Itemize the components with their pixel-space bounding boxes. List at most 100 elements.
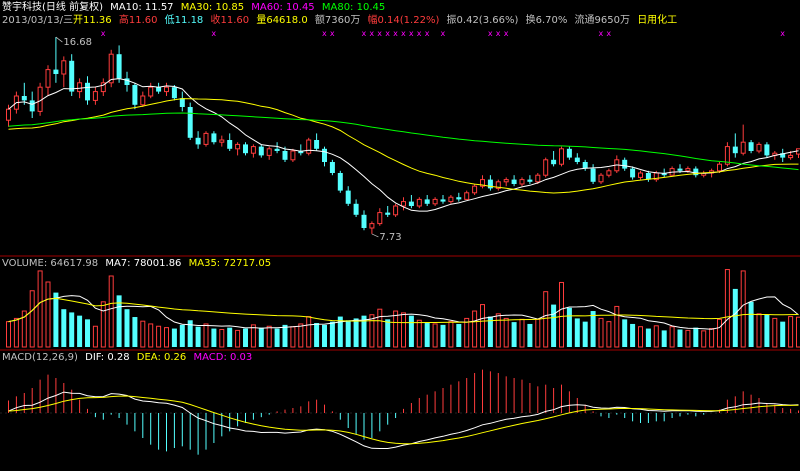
event-marker: x [599, 29, 604, 38]
candle-body [590, 168, 596, 182]
candle-body [77, 82, 83, 93]
volume-bar [448, 321, 454, 348]
candle-body [480, 179, 485, 187]
event-marker: x [385, 29, 390, 38]
volume-bar [724, 269, 730, 348]
quote-amplitude: 振0.42(3.66%) [446, 15, 519, 26]
ma10-line [8, 78, 799, 212]
volume-bar [582, 321, 588, 347]
volume-bar [274, 328, 280, 347]
price-candles [6, 37, 800, 234]
volume-bar [179, 324, 185, 347]
volume-bar [709, 328, 715, 348]
candle-body [243, 144, 248, 154]
volume-bar [661, 330, 667, 347]
volume-bar [243, 328, 248, 347]
candle-body [495, 181, 501, 189]
candle-body [132, 85, 138, 105]
event-marker: x [417, 29, 422, 38]
volume-bar [314, 323, 320, 347]
candle-body [6, 108, 11, 121]
candle-body [61, 60, 67, 75]
candle-body [598, 174, 604, 183]
quote-change: 幅0.14(1.22%) [367, 15, 440, 26]
event-marker: x [369, 29, 374, 38]
dif-line [8, 391, 799, 449]
event-marker: x [401, 29, 406, 38]
quote-close: 收11.60 [210, 15, 250, 26]
candle-body [116, 54, 122, 79]
volume-bar [535, 318, 541, 348]
volume-bar [45, 281, 51, 348]
volume-ma7: MA7: 78001.86 [105, 258, 182, 269]
volume-bar [171, 328, 177, 347]
ma80-value: MA80: 10.45 [321, 2, 386, 13]
volume-bar [13, 317, 19, 348]
candle-body [250, 146, 256, 154]
candle-body [685, 168, 691, 172]
event-marker: x [488, 29, 493, 38]
volume-bar [487, 316, 493, 347]
volume-bar [732, 288, 738, 347]
candle-body [322, 148, 327, 162]
candle-body [69, 60, 75, 92]
event-marker: x [211, 29, 216, 38]
volume-bar [69, 312, 75, 347]
volume-bar [306, 316, 312, 348]
macd-histogram [8, 369, 799, 455]
volume-bar [519, 318, 525, 348]
volume-bar [606, 321, 612, 348]
candle-body [748, 142, 754, 151]
candle-body [211, 133, 217, 143]
volume-bar [377, 308, 383, 348]
candle-body [432, 198, 438, 205]
quote-info: 2013/03/13/三开11.36 高11.60 低11.18 收11.60 … [2, 15, 681, 27]
candle-body [164, 86, 169, 93]
candle-body [416, 198, 422, 207]
candle-body [408, 201, 414, 206]
ma60-value: MA60: 10.45 [251, 2, 315, 13]
candle-body [29, 100, 35, 112]
volume-bar [480, 304, 485, 348]
candle-body [487, 179, 493, 189]
candle-body [108, 53, 114, 84]
candle-body [195, 137, 201, 145]
volume-bar [748, 301, 754, 347]
candle-body [472, 185, 478, 194]
volume-bar [337, 316, 343, 347]
macd-dif: DIF: 0.28 [85, 352, 130, 363]
candle-body [788, 154, 794, 159]
volume-bar [235, 329, 241, 348]
volume-bar [511, 322, 517, 347]
volume-bar [108, 275, 114, 348]
candle-body [353, 203, 359, 215]
panel-dividers [0, 255, 800, 414]
candle-body [606, 170, 612, 176]
event-marker: x [377, 29, 382, 38]
candle-body [740, 141, 746, 154]
volume-bar [227, 327, 233, 347]
volume-bar [211, 328, 217, 347]
candle-body [219, 139, 225, 143]
volume-bar [472, 310, 478, 348]
volume-bar [574, 318, 580, 347]
price-labels: 16.68 7.73 [55, 36, 402, 243]
candle-body [45, 69, 51, 88]
volume-bar [796, 316, 800, 348]
candle-body [290, 150, 296, 161]
volume-bar [440, 324, 446, 347]
candle-body [764, 144, 770, 156]
event-marker: x [496, 29, 501, 38]
volume-bar [543, 291, 549, 348]
candle-body [100, 82, 106, 93]
quote-date: 2013/03/13/三 [2, 15, 74, 26]
candle-body [227, 140, 233, 149]
candle-body [543, 159, 549, 176]
candle-body [235, 143, 241, 150]
candle-body [527, 179, 533, 182]
volume-bar [408, 315, 414, 347]
candle-body [140, 95, 146, 106]
event-marker: x [101, 29, 106, 38]
